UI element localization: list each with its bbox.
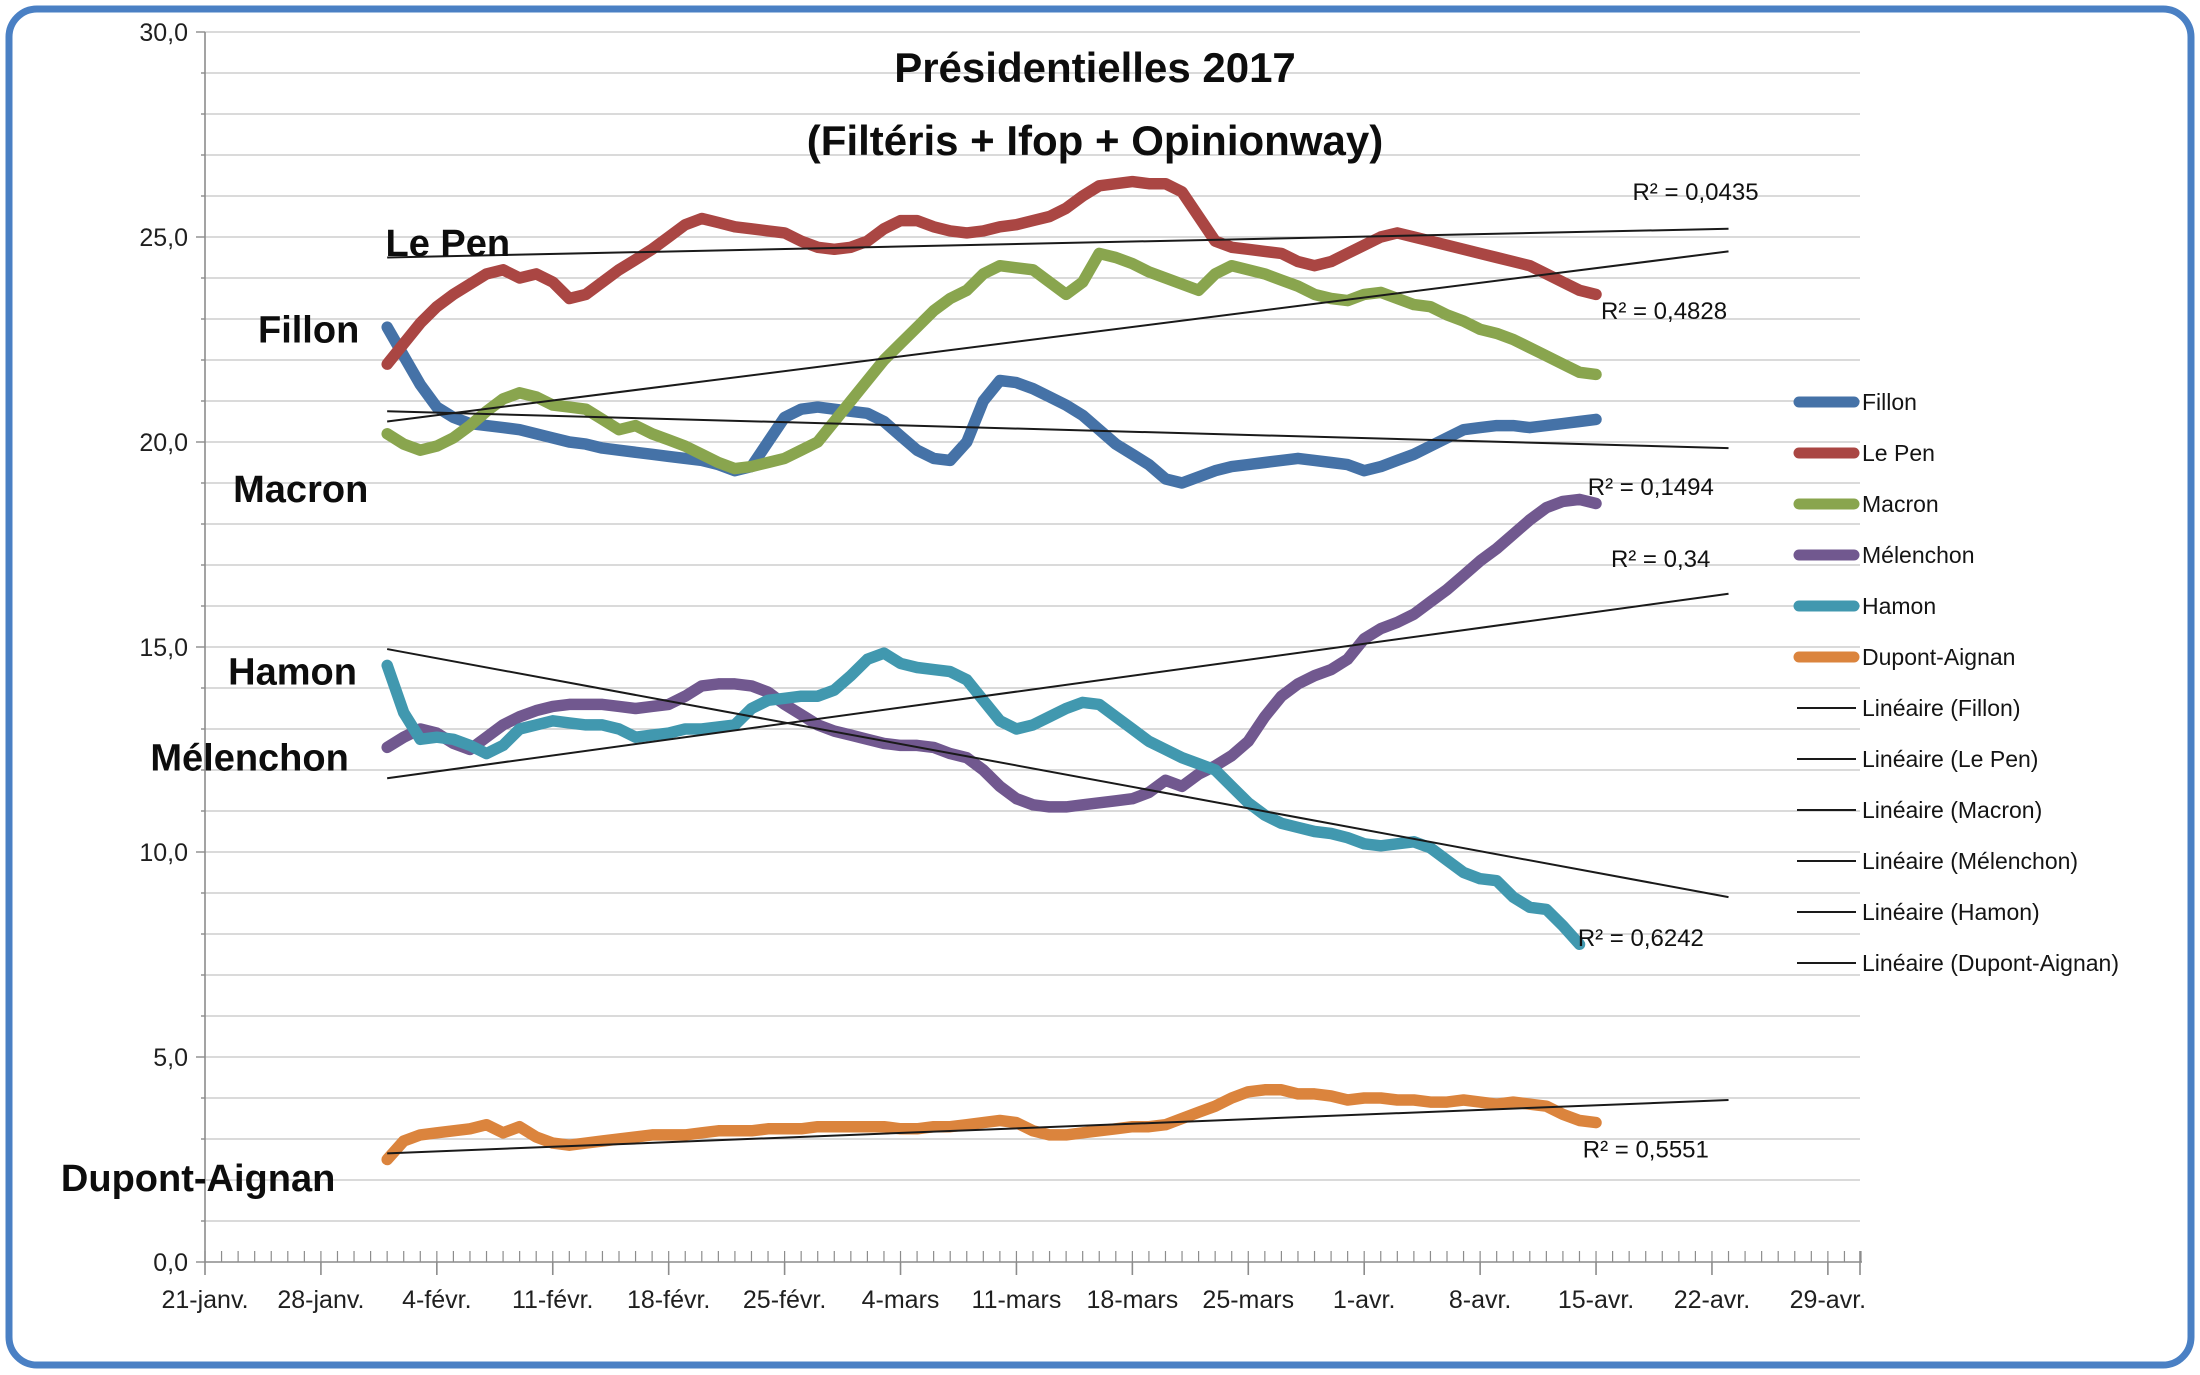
trendline-dupont-aignan: [387, 1099, 1729, 1155]
trendlines: [386, 227, 1729, 1155]
series-line-m-lenchon: [381, 493, 1602, 813]
x-axis-tick-label: 29-avr.: [1790, 1286, 1866, 1314]
series-label: Mélenchon: [150, 738, 348, 780]
legend-label: Linéaire (Macron): [1862, 797, 2042, 823]
legend-label: Linéaire (Mélenchon): [1862, 848, 2078, 874]
legend-item: Le Pen: [1793, 440, 1935, 466]
series-line-dupont-aignan: [381, 1084, 1602, 1166]
trendline-macron: [387, 250, 1729, 423]
r2-label: R² = 0,6242: [1578, 925, 1704, 952]
legend-label: Le Pen: [1862, 440, 1935, 466]
legend-item: Macron: [1793, 491, 1939, 517]
y-axis-tick-label: 5,0: [153, 1044, 188, 1072]
series-label: Fillon: [258, 309, 359, 351]
y-axis-tick-label: 20,0: [139, 429, 188, 457]
legend-item: Linéaire (Hamon): [1797, 899, 2040, 925]
series-line-macron: [381, 247, 1602, 475]
legend-label: Fillon: [1862, 389, 1917, 415]
r2-label: R² = 0,0435: [1632, 179, 1758, 206]
series-label: Macron: [233, 469, 368, 511]
series-line-le-pen: [381, 175, 1602, 370]
r2-label: R² = 0,4828: [1601, 298, 1727, 325]
legend-label: Macron: [1862, 491, 1939, 517]
x-axis-tick-label: 22-avr.: [1674, 1286, 1750, 1314]
series-label: Hamon: [228, 652, 357, 694]
series-line-hamon: [381, 647, 1586, 951]
legend-item: Dupont-Aignan: [1793, 644, 2015, 670]
x-axis-tick-label: 21-janv.: [161, 1286, 248, 1314]
x-axis-tick-label: 8-avr.: [1449, 1286, 1512, 1314]
legend-item: Mélenchon: [1793, 542, 1975, 568]
axis-tick-labels: 0,0 5,0 10,0 15,0 20,0 25,0 30,0 21-janv. 28-jan…: [139, 19, 1866, 1314]
x-axis-tick-label: 4-févr.: [402, 1286, 471, 1314]
axes: [196, 31, 1862, 1275]
x-axis-tick-label: 4-mars: [862, 1286, 940, 1314]
trendline-fillon: [387, 410, 1729, 450]
trendline-hamon: [386, 648, 1729, 899]
y-axis-tick-label: 15,0: [139, 634, 188, 662]
trendline-m-lenchon: [387, 592, 1729, 780]
legend-item: Fillon: [1793, 389, 1917, 415]
series-name-labels: Le Pen Fillon Macron Hamon Mélenchon Dupont-A…: [61, 223, 510, 1200]
x-axis-tick-label: 1-avr.: [1333, 1286, 1396, 1314]
legend-label: Linéaire (Hamon): [1862, 899, 2040, 925]
legend-item: Linéaire (Mélenchon): [1797, 848, 2078, 874]
chart-title-line2: (Filtéris + Ifop + Opinionway): [807, 117, 1383, 164]
x-axis-tick-label: 18-févr.: [627, 1286, 710, 1314]
x-axis-tick-label: 18-mars: [1087, 1286, 1179, 1314]
legend: Fillon Le Pen Macron Mélenchon Hamon Dupont-A…: [1793, 389, 2119, 976]
y-axis-tick-label: 25,0: [139, 224, 188, 252]
legend-label: Linéaire (Le Pen): [1862, 746, 2038, 772]
r2-label: R² = 0,5551: [1583, 1136, 1709, 1163]
x-axis-tick-label: 25-mars: [1202, 1286, 1294, 1314]
legend-label: Mélenchon: [1862, 542, 1975, 568]
x-axis-tick-label: 25-févr.: [743, 1286, 826, 1314]
legend-item: Linéaire (Macron): [1797, 797, 2042, 823]
r2-annotations: R² = 0,1494 R² = 0,0435 R² = 0,4828 R² = 0,…: [1578, 179, 1759, 1163]
r2-label: R² = 0,34: [1611, 546, 1710, 573]
legend-item: Hamon: [1793, 593, 1936, 619]
legend-label: Linéaire (Dupont-Aignan): [1862, 950, 2119, 976]
y-axis-tick-label: 0,0: [153, 1249, 188, 1277]
legend-item: Linéaire (Le Pen): [1797, 746, 2038, 772]
legend-label: Linéaire (Fillon): [1862, 695, 2021, 721]
series-line-fillon: [381, 321, 1602, 489]
legend-label: Hamon: [1862, 593, 1936, 619]
series-lines: [381, 175, 1602, 1166]
x-axis-tick-label: 15-avr.: [1558, 1286, 1634, 1314]
gridlines: [205, 31, 1860, 1222]
legend-item: Linéaire (Fillon): [1797, 695, 2021, 721]
y-axis-tick-label: 10,0: [139, 839, 188, 867]
chart-title-line1: Présidentielles 2017: [894, 44, 1296, 91]
y-axis-tick-label: 30,0: [139, 19, 188, 47]
series-label: Le Pen: [386, 223, 511, 265]
legend-label: Dupont-Aignan: [1862, 644, 2015, 670]
r2-label: R² = 0,1494: [1588, 474, 1714, 501]
x-axis-tick-label: 11-mars: [972, 1286, 1062, 1314]
chart-border: [5, 5, 2195, 1369]
series-label: Dupont-Aignan: [61, 1158, 335, 1200]
x-axis-tick-label: 11-févr.: [512, 1286, 594, 1314]
x-axis-tick-label: 28-janv.: [277, 1286, 364, 1314]
trendline-le-pen: [387, 227, 1729, 259]
legend-item: Linéaire (Dupont-Aignan): [1797, 950, 2119, 976]
